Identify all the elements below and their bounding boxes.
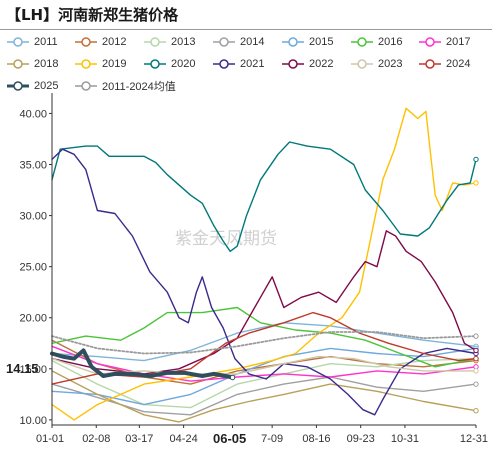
legend-item: 2022 <box>281 57 333 71</box>
x-tick-label: 10-31 <box>391 433 419 445</box>
legend-label: 2017 <box>446 36 471 48</box>
legend-label: 2012 <box>102 36 127 48</box>
series-endpoint-2024 <box>473 355 479 362</box>
series-line-2015 <box>51 347 477 406</box>
watermark: 紫金天风期货 <box>175 229 277 249</box>
legend-swatch-icon <box>351 59 373 69</box>
legend-swatch-icon <box>75 81 97 91</box>
legend-item: 2013 <box>143 35 195 49</box>
legend-swatch-icon <box>144 37 166 47</box>
legend-swatch-icon <box>7 37 29 47</box>
legend-label: 2016 <box>378 36 403 48</box>
legend-item: 2018 <box>6 57 58 71</box>
y-tick-label: 35.00 <box>19 160 47 172</box>
x-tick-label: 02-08 <box>82 433 110 445</box>
series-endpoint-2018 <box>473 407 479 414</box>
legend-swatch-icon <box>351 37 373 47</box>
series-endpoint-2022 <box>473 347 479 354</box>
legend-item: 2011 <box>6 35 58 49</box>
y-tick-label: 20.00 <box>19 313 47 325</box>
y-tick-label: 30.00 <box>19 211 47 223</box>
legend-swatch-icon <box>7 81 29 91</box>
legend-item: 2015 <box>281 35 333 49</box>
legend-swatch-icon <box>419 37 441 47</box>
series-line-2011 <box>51 322 477 362</box>
legend-swatch-icon <box>144 59 166 69</box>
legend-swatch-icon <box>213 59 235 69</box>
series-line-2017 <box>51 345 477 382</box>
series-endpoint-2023 <box>473 368 479 374</box>
y-tick-label: 15.00 <box>19 364 47 376</box>
x-tick-label: 01-01 <box>36 433 64 445</box>
legend-item: 2020 <box>143 57 195 71</box>
legend-label: 2011 <box>34 36 58 48</box>
legend-swatch-icon <box>419 59 441 69</box>
y-tick-labels: 10.00 15.00 20.00 25.00 30.00 35.00 40.00 <box>19 108 52 427</box>
legend-swatch-icon <box>282 59 304 69</box>
series-line-2025 <box>50 348 235 380</box>
series-line-2011-2024均值 <box>51 331 477 355</box>
series-line-2019 <box>51 107 477 421</box>
legend-item: 2012 <box>74 35 126 49</box>
y-tick-label: 10.00 <box>19 415 47 427</box>
legend-label: 2018 <box>34 58 59 70</box>
y-tick-label: 25.00 <box>19 262 47 274</box>
title-divider <box>0 29 492 30</box>
x-tick-label: 03-17 <box>125 433 153 445</box>
legend-swatch-icon <box>7 59 29 69</box>
legend-label: 2013 <box>171 36 196 48</box>
chart-legend: 2011 2012 2013 2014 2015 2016 2017 2018 2019 2020… <box>0 32 492 94</box>
legend-item: 2017 <box>418 35 470 49</box>
series-layer <box>50 107 479 423</box>
legend-item: 2016 <box>350 35 402 49</box>
x-tick-labels: 01-01 02-08 03-17 04-24 7-09 08-16 09-23 10-31 1… <box>36 425 488 445</box>
x-tick-label: 12-31 <box>460 433 488 445</box>
legend-item: 2011-2024均值 <box>74 79 176 93</box>
series-endpoint-2019 <box>473 180 479 186</box>
x-tick-label: 09-23 <box>347 433 375 445</box>
legend-label: 2020 <box>171 58 196 70</box>
legend-item: 2021 <box>212 57 264 71</box>
legend-swatch-icon <box>75 59 97 69</box>
series-endpoint-2025 <box>229 374 236 381</box>
legend-label: 2014 <box>240 36 265 48</box>
legend-label: 2019 <box>102 58 127 70</box>
legend-item: 2025 <box>6 79 58 93</box>
series-line-2021 <box>51 148 477 416</box>
y-tick-label: 40.00 <box>19 108 47 120</box>
series-line-2018 <box>51 370 477 423</box>
series-line-2012 <box>51 339 477 385</box>
legend-item: 2023 <box>350 57 402 71</box>
chart-title: 【LH】河南新郑生猪价格 <box>6 6 179 24</box>
legend-label: 2021 <box>240 58 265 70</box>
legend-swatch-icon <box>213 37 235 47</box>
legend-item: 2014 <box>212 35 264 49</box>
series-line-2016 <box>51 306 477 368</box>
series-line-2022 <box>51 230 477 375</box>
legend-swatch-icon <box>282 37 304 47</box>
legend-label: 2015 <box>309 36 334 48</box>
series-endpoint-2011-2024均值 <box>473 333 479 339</box>
current-value-label: 14.15 <box>6 361 39 376</box>
legend-label: 2024 <box>446 58 471 70</box>
legend-label: 2025 <box>34 80 59 92</box>
legend-item: 2019 <box>74 57 126 71</box>
legend-label: 2011-2024均值 <box>102 81 176 93</box>
x-tick-label: 7-09 <box>261 433 283 445</box>
series-line-2020 <box>51 141 477 253</box>
x-tick-label: 04-24 <box>170 433 198 445</box>
legend-label: 2023 <box>378 58 403 70</box>
x-tick-label: 08-16 <box>302 433 330 445</box>
series-endpoint-2014 <box>473 381 479 387</box>
current-date-label: 06-05 <box>213 431 246 446</box>
legend-item: 2024 <box>418 57 470 71</box>
legend-label: 2022 <box>309 58 334 70</box>
series-endpoint-2020 <box>473 156 479 163</box>
legend-swatch-icon <box>75 37 97 47</box>
